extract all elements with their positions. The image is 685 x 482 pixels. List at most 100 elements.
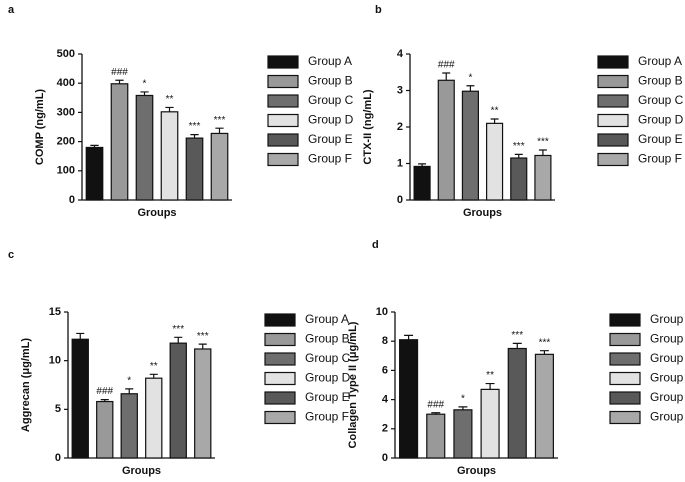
error-bar	[490, 118, 499, 124]
y-tick-label: 300	[57, 106, 75, 118]
bar	[507, 347, 527, 459]
legend-label: Group C	[308, 93, 354, 107]
significance-label: **	[166, 94, 174, 105]
y-tick-label: 4	[382, 394, 389, 406]
error-bar	[215, 127, 224, 134]
legend-label: Group A	[650, 312, 685, 326]
legend-swatch	[267, 94, 299, 108]
bar	[399, 339, 419, 459]
significance-label: *	[127, 376, 131, 387]
significance-label: *	[468, 72, 472, 83]
significance-label: ###	[96, 386, 113, 397]
x-axis-label: Groups	[137, 207, 176, 219]
legend-label: Group E	[308, 132, 353, 146]
bar	[534, 353, 554, 459]
legend-swatch	[267, 113, 299, 128]
legend-swatch	[267, 133, 299, 147]
legend-label: Group D	[305, 371, 351, 385]
bar	[85, 146, 104, 201]
significance-label: ***	[511, 330, 523, 341]
bar	[71, 338, 89, 459]
legend-swatch	[609, 410, 641, 425]
significance-label: ***	[513, 141, 525, 152]
legend-label: Group C	[305, 351, 351, 365]
legend-label: Group F	[638, 152, 682, 166]
y-tick-label: 6	[382, 364, 388, 376]
x-axis-label: Groups	[122, 465, 161, 477]
legend-swatch	[264, 352, 296, 366]
error-bar	[431, 412, 441, 415]
error-bar	[125, 388, 134, 394]
legend-label: Group B	[650, 332, 685, 346]
bar	[453, 409, 473, 459]
bar	[110, 83, 129, 201]
bar	[160, 111, 179, 201]
legend-label: Group B	[308, 74, 353, 88]
y-tick-label: 0	[397, 194, 403, 206]
bar	[135, 94, 154, 201]
error-bar	[514, 153, 523, 159]
x-axis-label: Groups	[457, 465, 496, 477]
error-bar	[76, 332, 85, 340]
y-tick-label: 5	[55, 403, 61, 415]
legend-label: Group B	[638, 74, 683, 88]
legend-label: Group D	[638, 113, 684, 127]
y-tick-label: 400	[57, 77, 75, 89]
legend-label: Group E	[650, 390, 685, 404]
legend-swatch	[597, 94, 629, 108]
bar	[510, 157, 528, 201]
legend-swatch	[264, 313, 296, 327]
significance-label: ***	[214, 115, 226, 126]
bar	[169, 342, 187, 459]
bar	[486, 122, 504, 201]
panel-label: d	[372, 239, 379, 251]
significance-label: ***	[189, 121, 201, 132]
significance-label: **	[486, 370, 494, 381]
legend-label: Group A	[308, 54, 352, 68]
y-tick-label: 0	[69, 194, 75, 206]
legend-swatch	[609, 352, 641, 366]
legend-swatch	[609, 313, 641, 327]
legend-swatch	[267, 152, 299, 167]
legend-swatch	[264, 332, 296, 347]
y-tick-label: 100	[57, 165, 75, 177]
bar	[96, 400, 114, 459]
panel-label: a	[8, 4, 15, 16]
x-axis-label: Groups	[463, 207, 502, 219]
y-tick-label: 500	[57, 48, 75, 60]
bar	[413, 165, 431, 201]
error-bar	[198, 343, 207, 349]
error-bar	[140, 91, 149, 96]
legend-swatch	[597, 152, 629, 167]
y-tick-label: 10	[49, 355, 61, 367]
bar	[480, 388, 500, 459]
bar	[437, 79, 455, 201]
y-tick-label: 4	[397, 48, 404, 60]
significance-label: **	[150, 361, 158, 372]
error-bar	[466, 85, 475, 92]
bar	[145, 377, 163, 459]
y-tick-label: 200	[57, 136, 75, 148]
legend-swatch	[609, 332, 641, 347]
error-bar	[442, 72, 451, 81]
y-tick-label: 8	[382, 335, 388, 347]
error-bar	[458, 406, 468, 410]
legend-label: Group F	[308, 152, 352, 166]
bar	[426, 413, 446, 459]
significance-label: ###	[438, 60, 455, 71]
legend-label: Group D	[308, 113, 354, 127]
legend-swatch	[267, 74, 299, 89]
y-tick-label: 1	[397, 157, 403, 169]
legend-label: Group B	[305, 332, 350, 346]
bar	[534, 154, 552, 201]
y-axis-label: COMP (ng/mL)	[34, 89, 46, 166]
legend-swatch	[264, 371, 296, 386]
y-axis-label: Aggrecan (μg/mL)	[20, 338, 32, 432]
significance-label: ***	[197, 331, 209, 342]
y-tick-label: 3	[397, 84, 403, 96]
y-tick-label: 0	[55, 452, 61, 464]
legend-label: Group E	[638, 132, 683, 146]
bar	[461, 90, 479, 201]
y-tick-label: 0	[382, 452, 388, 464]
